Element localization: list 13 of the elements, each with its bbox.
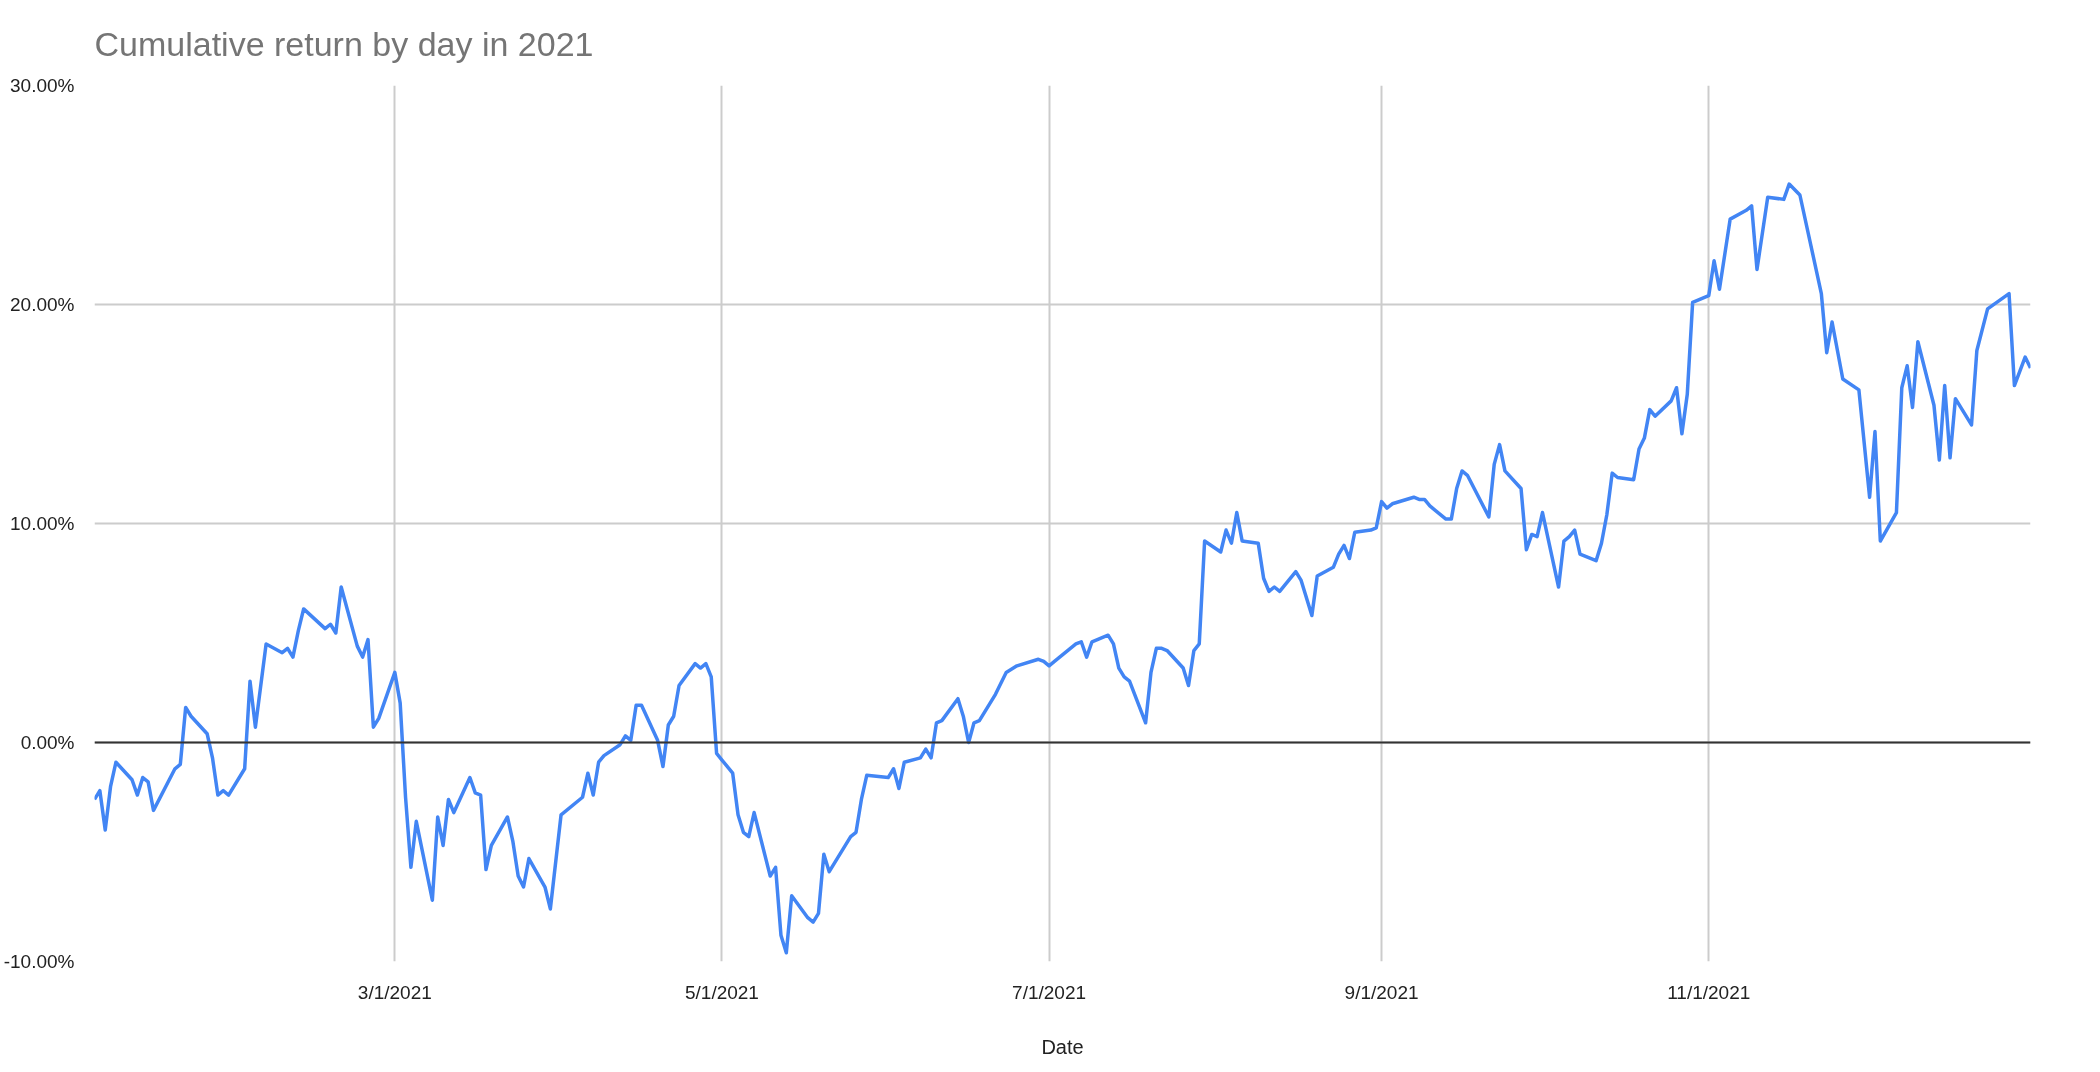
chart-title: Cumulative return by day in 2021	[94, 25, 594, 63]
y-tick-label: 10.00%	[10, 513, 75, 534]
line-series	[94, 182, 2031, 955]
x-tick-label: 7/1/2021	[1012, 981, 1087, 1003]
y-tick-label: 30.00%	[10, 75, 75, 96]
x-tick-label: 11/1/2021	[1667, 981, 1751, 1003]
x-tick-label: 3/1/2021	[357, 981, 432, 1003]
y-tick-label: 0.00%	[20, 732, 75, 753]
y-tick-label: -10.00%	[3, 951, 75, 972]
x-axis-title: Date	[1041, 1035, 1084, 1058]
y-tick-label: 20.00%	[10, 294, 75, 315]
x-tick-label: 9/1/2021	[1344, 981, 1419, 1003]
x-tick-label: 5/1/2021	[684, 981, 759, 1003]
